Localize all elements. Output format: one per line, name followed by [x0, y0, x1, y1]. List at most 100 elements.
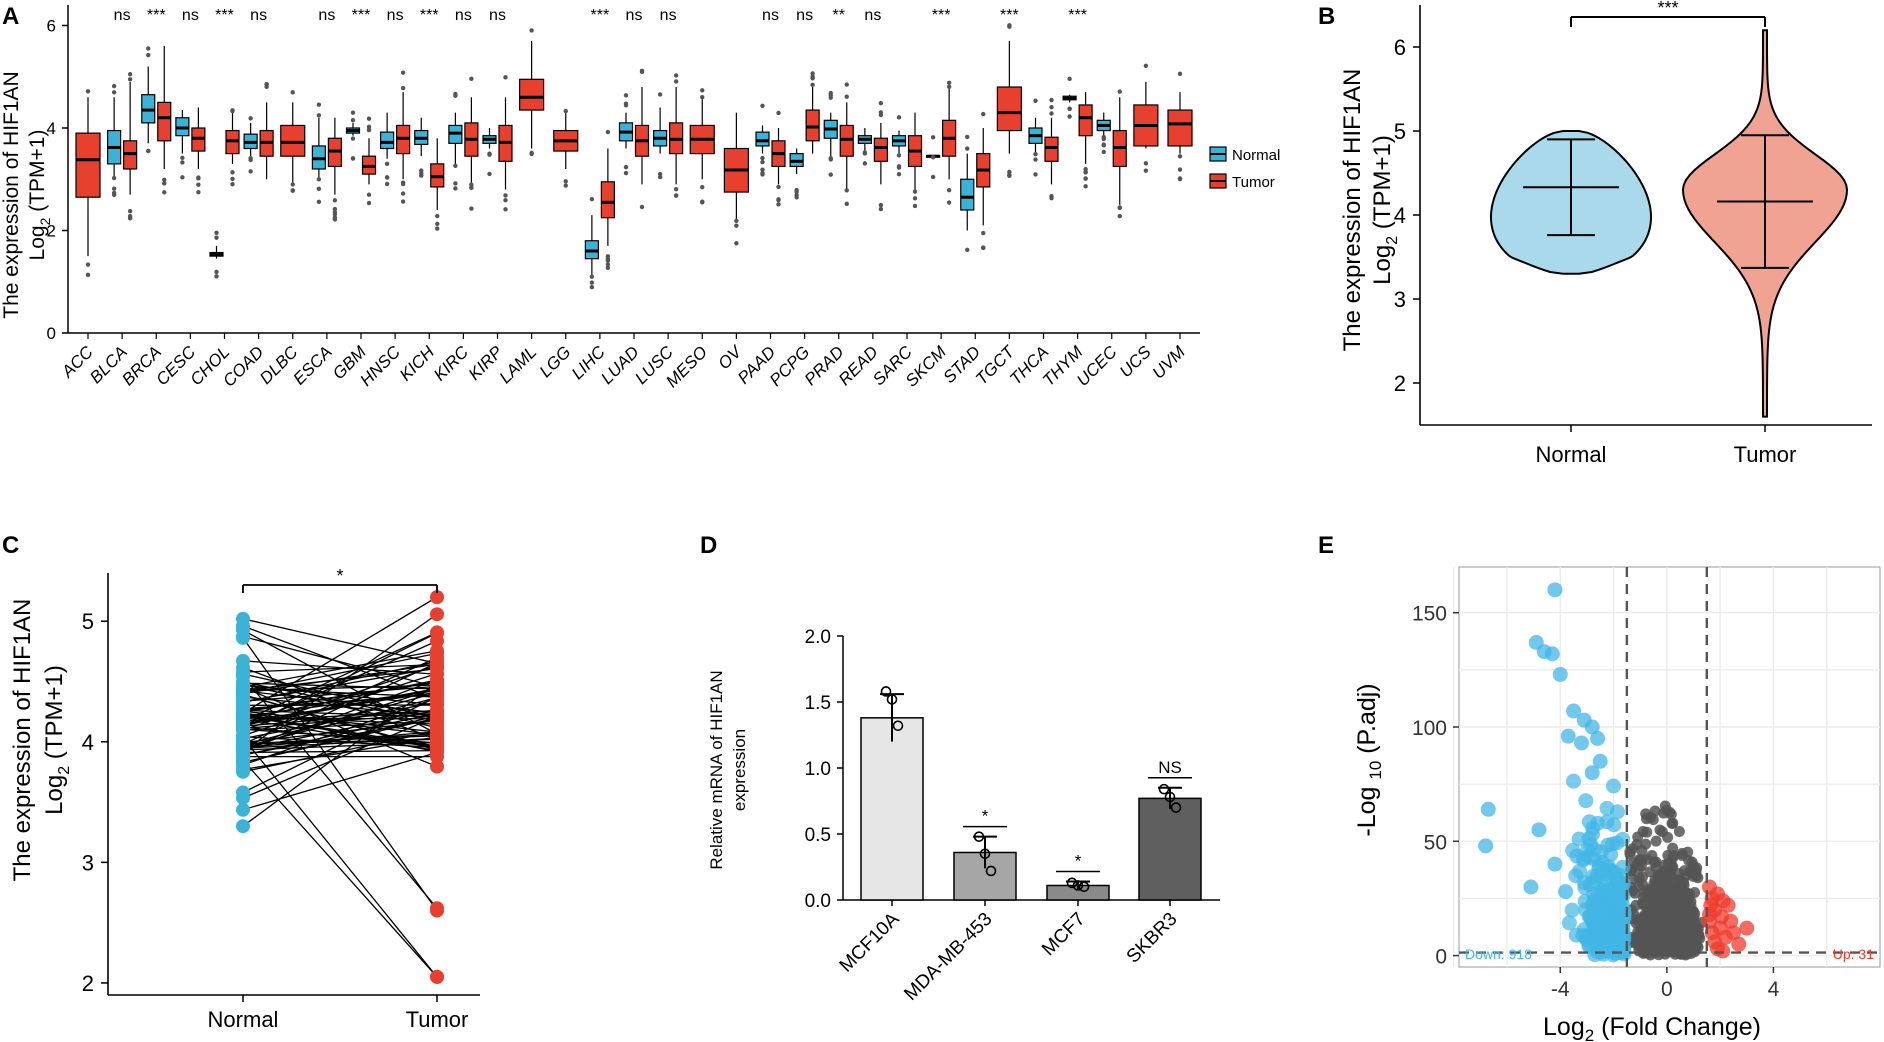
- a-outlier: [1067, 106, 1072, 112]
- c-normal-point: [236, 722, 250, 737]
- a-outlier: [469, 76, 474, 82]
- c-normal-point: [236, 735, 250, 750]
- a-outlier: [639, 204, 645, 210]
- a-outlier: [366, 124, 372, 129]
- c-normal-point: [236, 764, 250, 779]
- a-outlier: [965, 134, 970, 140]
- c-pair-line: [242, 596, 438, 714]
- e-ns-point: [1690, 870, 1702, 882]
- e-ns-point: [1670, 898, 1682, 910]
- e-down-point: [1584, 765, 1600, 781]
- d-replicate-point: [973, 831, 985, 842]
- a-x-tick-label: LGG: [536, 342, 575, 381]
- a-outlier: [214, 230, 219, 236]
- e-ns-point: [1635, 860, 1647, 872]
- a-outlier: [1033, 157, 1038, 162]
- a-outlier: [180, 175, 185, 180]
- panel-label-c: C: [2, 532, 19, 559]
- d-significance: *: [1075, 852, 1082, 871]
- a-outlier: [503, 197, 508, 203]
- c-normal-point: [236, 675, 250, 690]
- e-ns-point: [1632, 831, 1644, 843]
- a-outlier: [844, 188, 849, 193]
- a-outlier: [1117, 89, 1122, 94]
- c-tumor-point: [430, 672, 444, 687]
- e-ns-point: [1636, 845, 1648, 857]
- a-outlier: [623, 103, 629, 108]
- b-y-tick-label: 4: [1394, 203, 1406, 228]
- a-significance: ***: [591, 7, 610, 24]
- d-x-tick-label: MCF10A: [836, 908, 904, 976]
- a-outlier: [180, 155, 185, 161]
- d-y-tick-label: 1.0: [805, 759, 831, 780]
- a-legend-tumor: Tumor: [1232, 174, 1275, 191]
- c-pair-line: [242, 637, 438, 911]
- c-ylabel-line2: Log2 (TPM+1): [41, 665, 73, 815]
- e-ns-point: [1649, 874, 1661, 886]
- a-box: [996, 86, 1022, 132]
- e-down-point: [1597, 911, 1613, 927]
- e-ns-point: [1650, 835, 1662, 847]
- e-x-tick-label: 4: [1768, 978, 1780, 1001]
- e-down-point: [1581, 938, 1597, 954]
- a-outlier: [435, 221, 440, 227]
- a-outlier: [435, 226, 440, 231]
- e-down-point: [1561, 915, 1577, 931]
- a-x-tick-label: KIRC: [430, 342, 473, 385]
- a-outlier: [316, 199, 322, 205]
- e-ns-point: [1677, 908, 1689, 920]
- a-outlier: [400, 199, 406, 204]
- d-replicate-point: [886, 694, 898, 705]
- a-box: [960, 178, 975, 211]
- a-axes: 0 2 4 6: [47, 5, 1200, 343]
- a-box: [1078, 104, 1093, 137]
- e-down-point: [1566, 703, 1582, 719]
- e-down-point: [1552, 666, 1568, 682]
- e-down-point: [1606, 817, 1622, 833]
- a-outlier: [1049, 104, 1054, 110]
- a-outlier: [623, 170, 629, 176]
- a-y-tick-label: 6: [47, 17, 56, 36]
- c-tumor-point: [430, 690, 444, 705]
- a-x-tick-label: LUAD: [597, 342, 643, 388]
- a-outlier: [214, 269, 219, 275]
- c-pair-line: [242, 679, 438, 720]
- e-y-tick-label: 100: [1412, 717, 1447, 740]
- a-outlier: [290, 188, 295, 193]
- a-outlier: [828, 90, 833, 96]
- a-box: [1167, 109, 1193, 147]
- a-y-tick-label: 4: [47, 119, 56, 138]
- a-outlier: [776, 202, 781, 207]
- a-outlier: [146, 148, 151, 154]
- e-ns-point: [1673, 937, 1685, 949]
- d-bar: [860, 717, 924, 901]
- e-down-point: [1579, 842, 1595, 858]
- a-box: [380, 131, 395, 150]
- a-outlier: [930, 135, 936, 140]
- a-outlier: [350, 156, 356, 161]
- a-outlier: [366, 192, 372, 197]
- e-ns-point: [1667, 817, 1679, 829]
- d-replicate-point: [985, 865, 997, 877]
- a-outlier: [248, 116, 253, 121]
- a-significance: ns: [762, 7, 779, 24]
- a-significance: ***: [1068, 7, 1087, 24]
- a-outlier: [844, 82, 849, 87]
- a-outlier: [1083, 167, 1088, 172]
- c-tumor-point: [430, 759, 444, 774]
- a-outlier: [734, 218, 739, 224]
- d-x-tick-label: SKBR3: [1123, 909, 1182, 968]
- c-tumor-point: [430, 590, 444, 605]
- e-ns-point: [1639, 939, 1651, 951]
- a-outlier: [623, 164, 629, 170]
- a-outlier: [1101, 134, 1106, 140]
- e-ns-point: [1661, 918, 1673, 930]
- a-outlier: [1143, 63, 1149, 68]
- b-x-tick-label: Normal: [1536, 442, 1607, 467]
- e-plot: -4 0 4 0 50 100 150 Down: 918 Up: 31: [1412, 566, 1881, 1001]
- c-pair-line: [242, 635, 438, 688]
- a-outlier: [85, 262, 91, 267]
- panel-label-d: D: [700, 532, 717, 559]
- a-outlier: [419, 168, 424, 173]
